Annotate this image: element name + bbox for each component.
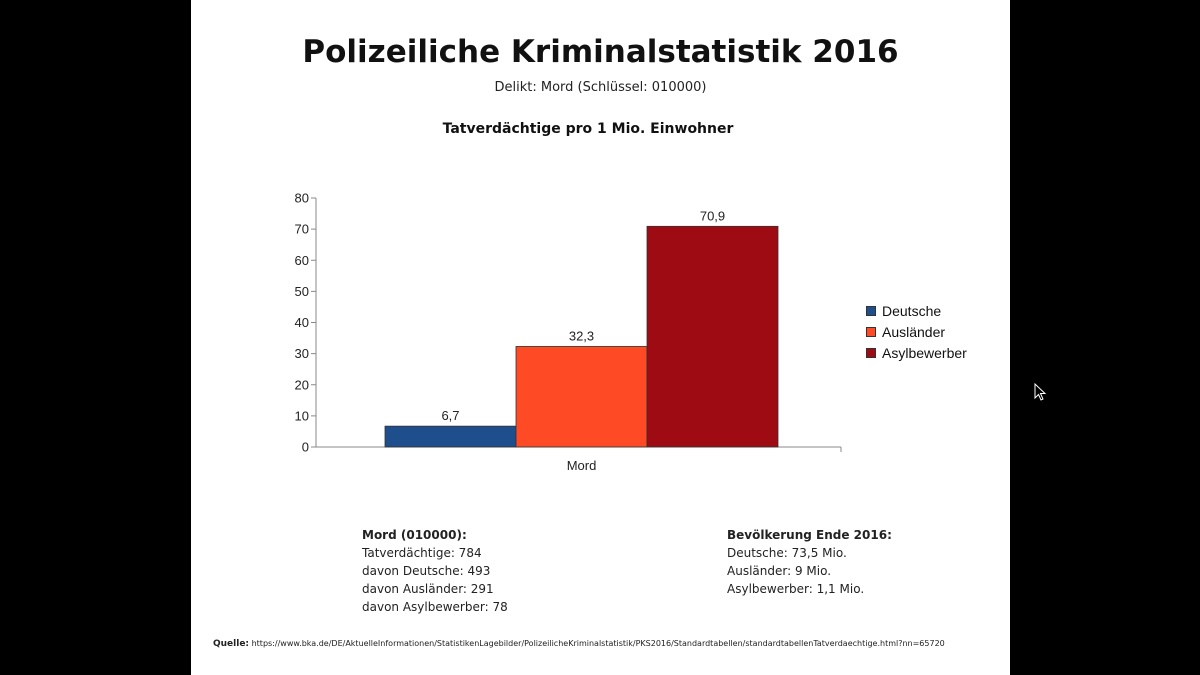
legend-item-auslaender: Ausländer	[866, 321, 967, 342]
y-tick-label: 20	[295, 377, 309, 392]
legend-item-deutsche: Deutsche	[866, 300, 967, 321]
notes-mord-line: davon Ausländer: 291	[362, 582, 494, 596]
x-category-label: Mord	[567, 458, 597, 473]
legend-swatch-deutsche	[866, 305, 876, 316]
y-tick-label: 30	[295, 346, 309, 361]
source-label: Quelle:	[213, 639, 250, 649]
bar-chart: 0 10 20 30 40 50 60 70 80 6,7 32,3 70,9 Mord	[295, 191, 842, 473]
source-url[interactable]: https://www.bka.de/DE/AktuelleInformatio…	[251, 639, 945, 648]
notes-bevoelkerung-line: Deutsche: 73,5 Mio.	[727, 546, 847, 560]
legend-swatch-asylbewerber	[866, 347, 876, 358]
chart-legend: Deutsche Ausländer Asylbewerber	[866, 300, 967, 363]
y-tick-label: 0	[302, 440, 309, 455]
notes-mord-line: Tatverdächtige: 784	[362, 546, 482, 560]
notes-mord-heading: Mord (010000):	[362, 528, 467, 542]
legend-label-auslaender: Ausländer	[882, 323, 946, 340]
notes-bevoelkerung-line: Asylbewerber: 1,1 Mio.	[727, 582, 865, 596]
notes-mord-line: davon Asylbewerber: 78	[362, 600, 508, 614]
bar-ausländer	[515, 346, 648, 448]
notes-bevoelkerung: Bevölkerung Ende 2016: Deutsche: 73,5 Mi…	[727, 526, 892, 598]
y-tick-label: 40	[295, 315, 309, 330]
data-label-deutsche: 6,7	[441, 408, 459, 423]
source-citation: Quelle: https://www.bka.de/DE/AktuelleIn…	[213, 639, 945, 649]
legend-item-asylbewerber: Asylbewerber	[866, 342, 967, 363]
y-tick-label: 10	[295, 408, 309, 423]
legend-swatch-auslaender	[866, 326, 876, 337]
mouse-cursor-icon	[1034, 383, 1047, 401]
bar-deutsche	[384, 425, 517, 448]
legend-label-deutsche: Deutsche	[882, 302, 942, 319]
notes-mord-line: davon Deutsche: 493	[362, 564, 491, 578]
y-tick-label: 50	[295, 284, 309, 299]
data-label-ausländer: 32,3	[569, 328, 594, 343]
notes-bevoelkerung-line: Ausländer: 9 Mio.	[727, 564, 832, 578]
notes-mord: Mord (010000): Tatverdächtige: 784 davon…	[362, 526, 508, 616]
legend-label-asylbewerber: Asylbewerber	[882, 344, 967, 361]
slide-title: Polizeiliche Kriminalstatistik 2016	[302, 34, 899, 70]
slide: Polizeiliche Kriminalstatistik 2016 Deli…	[191, 0, 1010, 675]
data-label-asylbewerber: 70,9	[700, 208, 725, 223]
slide-subtitle: Delikt: Mord (Schlüssel: 010000)	[494, 80, 707, 95]
y-tick-label: 80	[295, 191, 309, 206]
y-tick-label: 70	[295, 222, 309, 237]
y-tick-label: 60	[295, 253, 309, 268]
chart-title: Tatverdächtige pro 1 Mio. Einwohner	[442, 121, 734, 137]
notes-bevoelkerung-heading: Bevölkerung Ende 2016:	[727, 528, 892, 542]
bar-asylbewerber	[646, 225, 779, 448]
